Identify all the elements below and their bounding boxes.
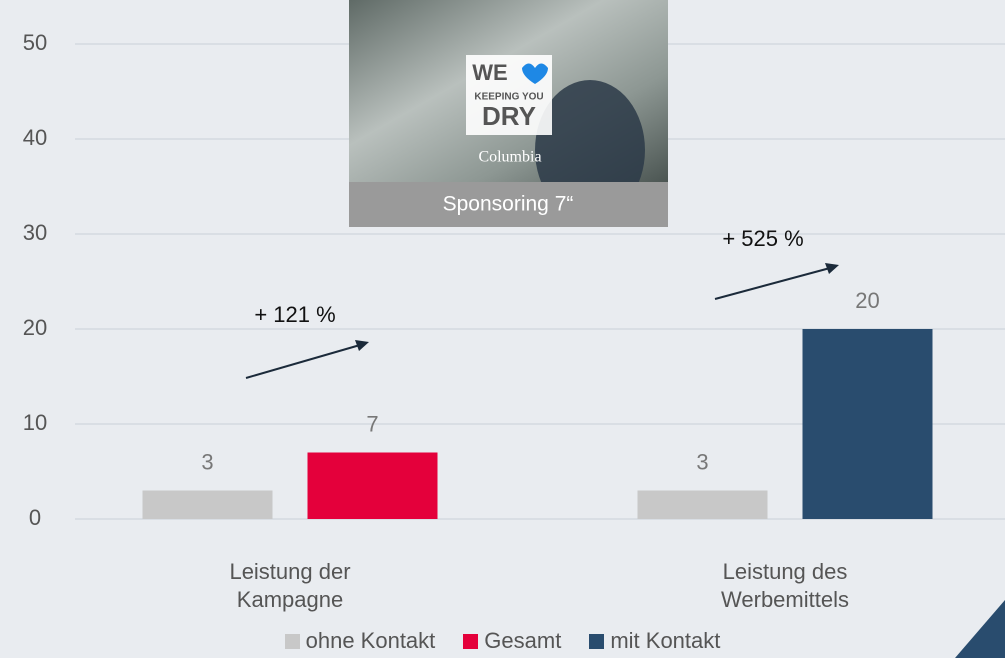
data-label: 3 bbox=[201, 449, 213, 474]
bar bbox=[637, 490, 768, 519]
bar bbox=[307, 452, 438, 519]
x-tick-label: Leistung des Werbemittels bbox=[721, 559, 849, 612]
data-label: 7 bbox=[366, 411, 378, 436]
sponsor-image: WE KEEPING YOU DRY Columbia Sponsoring 7… bbox=[349, 0, 668, 227]
legend-swatch bbox=[463, 633, 479, 649]
y-tick-label: 10 bbox=[23, 410, 47, 435]
logo-text: DRY bbox=[482, 101, 536, 131]
logo-text: WE bbox=[472, 60, 507, 85]
brand: Columbia bbox=[478, 149, 541, 166]
x-tick-label: Leistung der Kampagne bbox=[229, 559, 351, 612]
arrow bbox=[714, 267, 831, 300]
legend: ohne Kontakt Gesamt mit Kontakt bbox=[0, 628, 1005, 654]
legend-swatch bbox=[284, 633, 300, 649]
data-label: 20 bbox=[855, 288, 879, 313]
annotation: + 525 % bbox=[722, 226, 803, 251]
arrow-head bbox=[355, 340, 369, 351]
annotation: + 121 % bbox=[254, 302, 335, 327]
caption-band bbox=[349, 182, 668, 227]
legend-item: ohne Kontakt bbox=[284, 628, 436, 654]
heart bbox=[522, 63, 548, 84]
arrow bbox=[245, 344, 361, 379]
arrow-head bbox=[825, 263, 839, 274]
y-tick-label: 40 bbox=[23, 125, 47, 150]
bar bbox=[802, 329, 933, 519]
y-tick-label: 0 bbox=[29, 505, 41, 530]
y-tick-label: 30 bbox=[23, 220, 47, 245]
image-caption: Sponsoring 7“ bbox=[443, 193, 574, 216]
bar bbox=[142, 490, 273, 519]
data-label: 3 bbox=[696, 449, 708, 474]
legend-label: Gesamt bbox=[484, 628, 562, 653]
legend-item: mit Kontakt bbox=[589, 628, 720, 654]
logo-text: KEEPING YOU bbox=[474, 92, 543, 103]
y-tick-label: 20 bbox=[23, 315, 47, 340]
legend-label: mit Kontakt bbox=[610, 628, 721, 653]
y-tick-label: 50 bbox=[23, 30, 47, 55]
legend-swatch bbox=[589, 633, 605, 649]
legend-item: Gesamt bbox=[463, 628, 561, 654]
corner-decoration bbox=[955, 600, 1005, 658]
legend-label: ohne Kontakt bbox=[305, 628, 436, 653]
